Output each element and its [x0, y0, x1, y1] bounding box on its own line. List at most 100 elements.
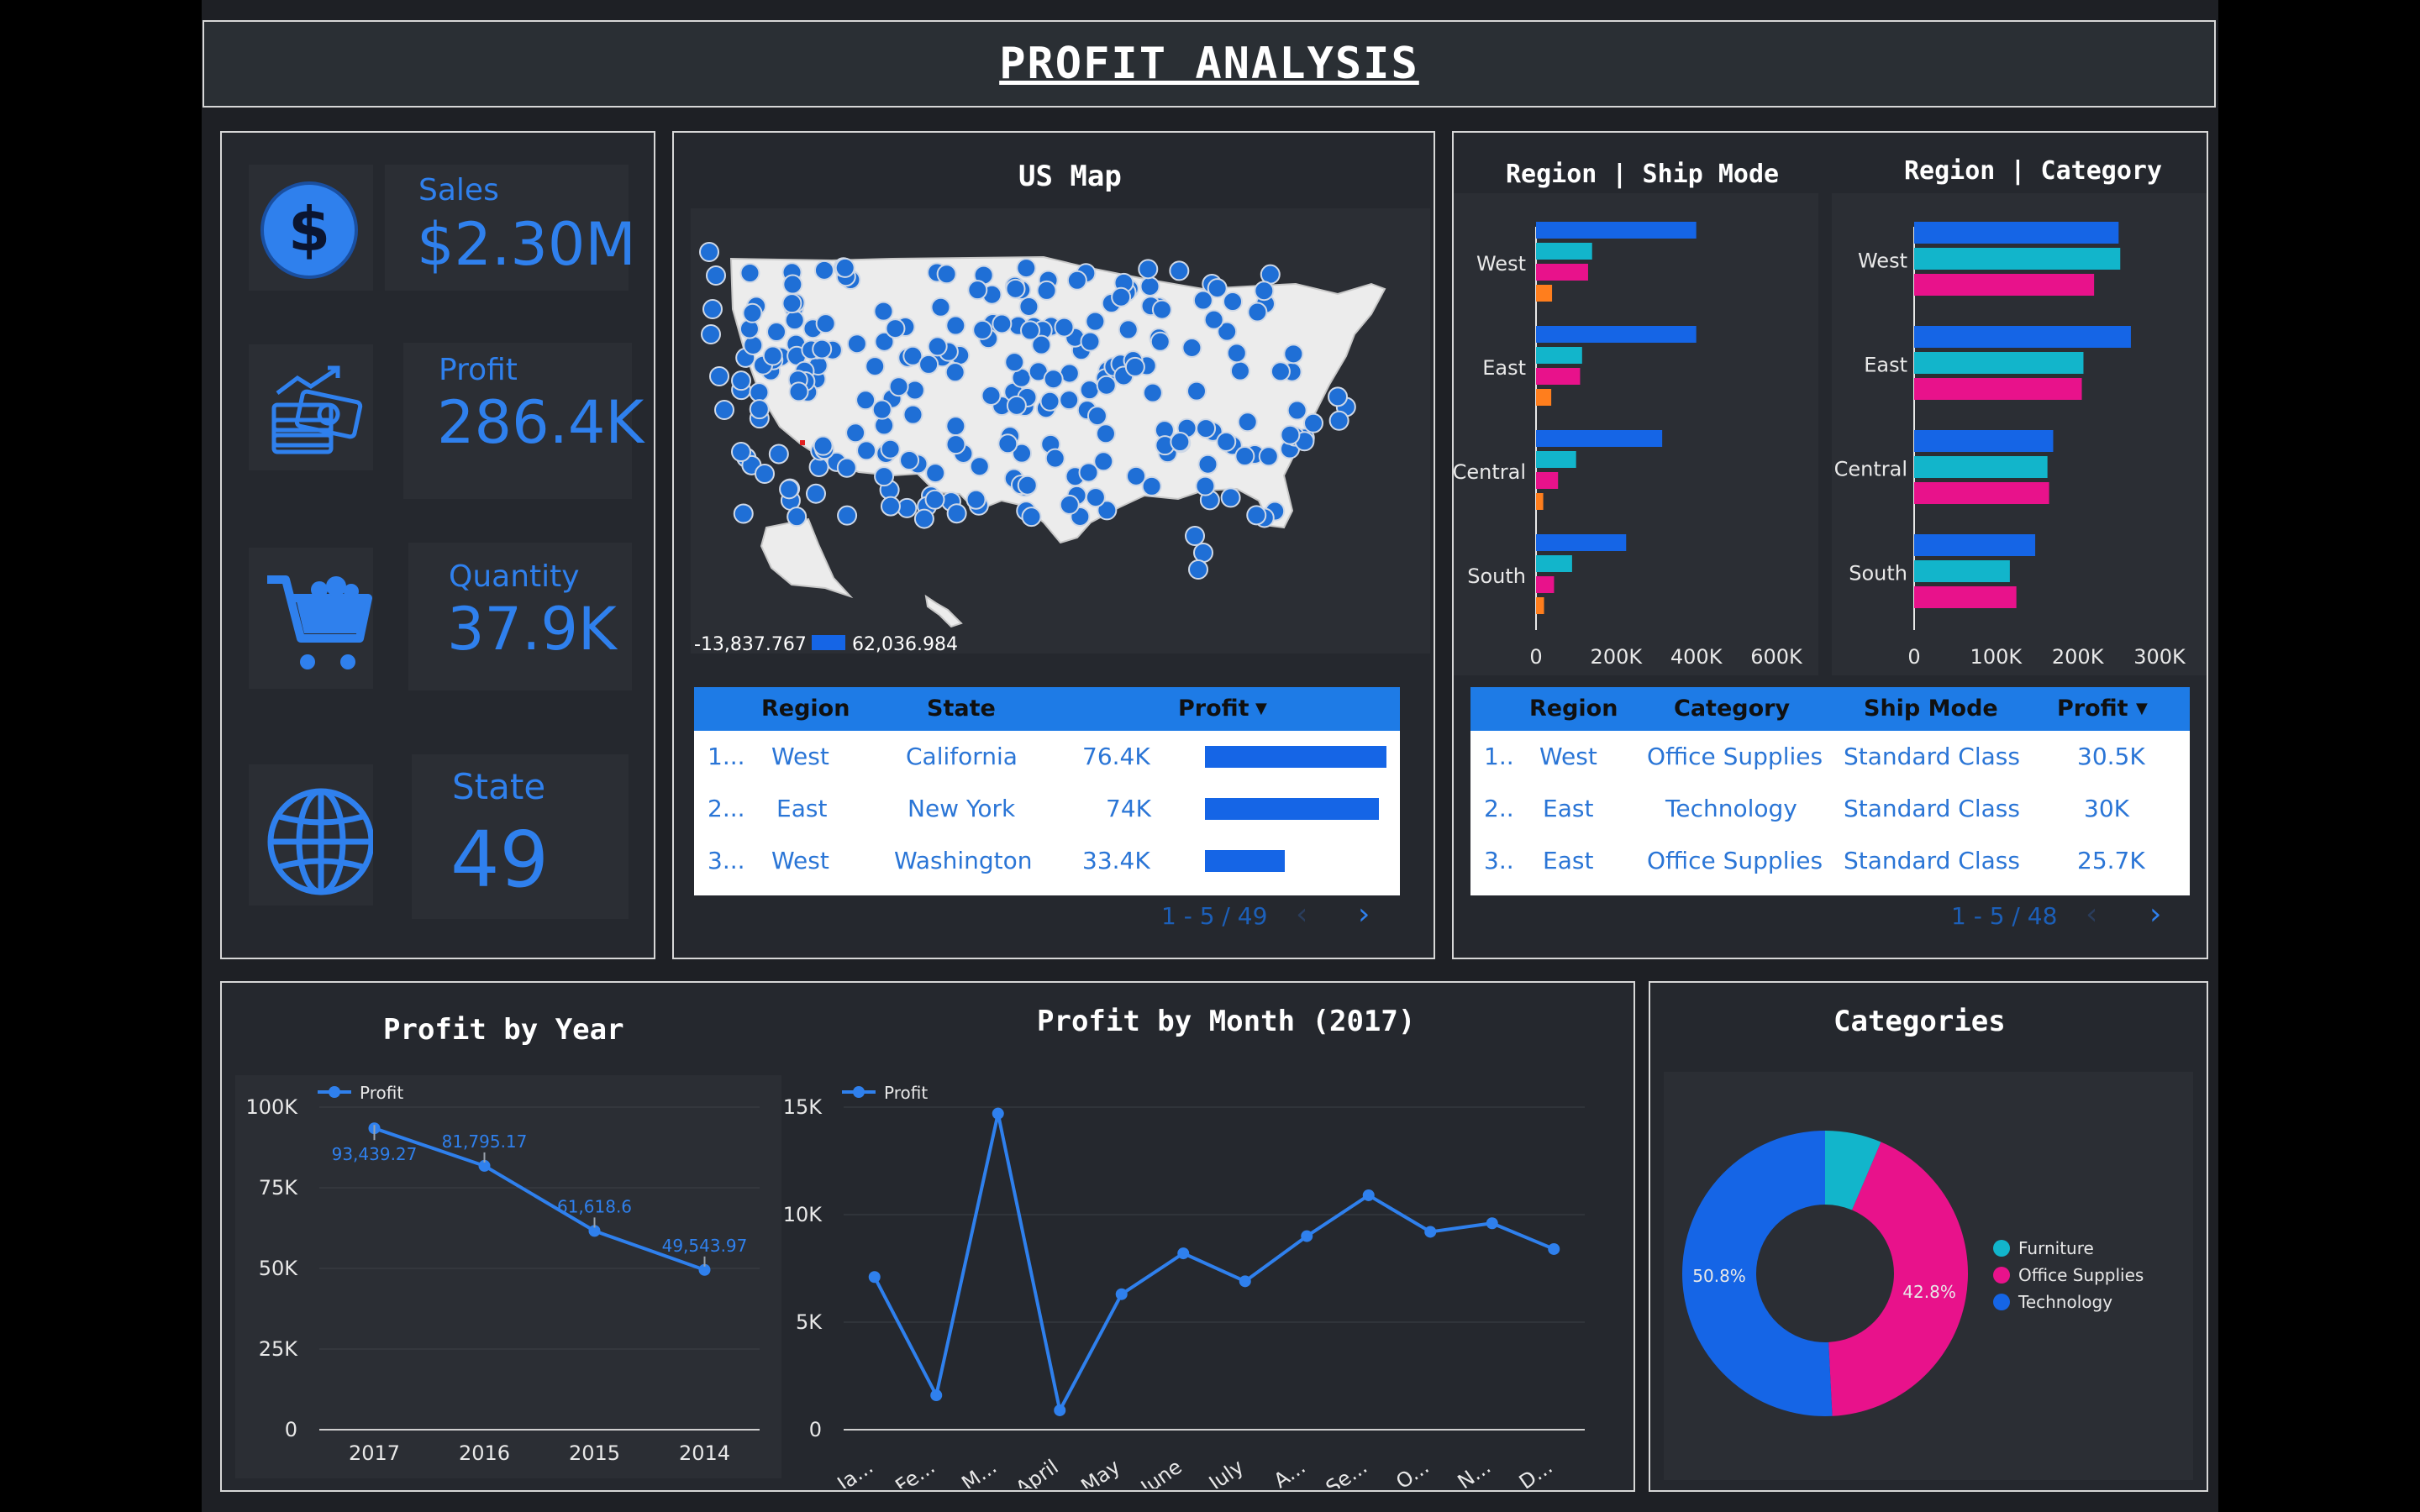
- data-point[interactable]: [1548, 1242, 1560, 1255]
- bar[interactable]: [1536, 347, 1582, 364]
- map-dot: [813, 260, 834, 281]
- map-dot: [1006, 395, 1027, 416]
- alaska-shape: [760, 517, 854, 599]
- prev-page-icon[interactable]: ‹: [2086, 897, 2098, 932]
- bar[interactable]: [1536, 534, 1627, 551]
- us-map[interactable]: -13,837.767 62,036.984: [691, 208, 1430, 655]
- bar[interactable]: [1536, 368, 1581, 385]
- bar[interactable]: [1536, 555, 1572, 572]
- bar[interactable]: [1536, 264, 1588, 281]
- map-dot: [846, 333, 867, 354]
- data-point[interactable]: [930, 1389, 943, 1402]
- data-point[interactable]: [1362, 1189, 1375, 1201]
- table-row[interactable]: 2.. East Technology Standard Class 30K: [1470, 783, 2190, 835]
- th-state[interactable]: State: [927, 696, 996, 722]
- map-dot: [731, 370, 752, 391]
- bar[interactable]: [1536, 285, 1553, 302]
- table-row[interactable]: 1.. West Office Supplies Standard Class …: [1470, 731, 2190, 783]
- profit-by-year-chart[interactable]: 0 25K 50K 75K 100K Profit 2017 93,439.27 2016 81,…: [235, 1068, 781, 1488]
- map-dot: [1039, 391, 1060, 412]
- map-dot: [944, 362, 965, 383]
- sort-desc-icon[interactable]: ▼: [1255, 700, 1267, 717]
- map-dot: [1270, 361, 1291, 382]
- x-tick-label: 2016: [459, 1441, 510, 1465]
- bar[interactable]: [1914, 248, 2121, 270]
- th-region[interactable]: Region: [1529, 696, 1618, 722]
- data-point[interactable]: [478, 1159, 491, 1172]
- bar[interactable]: [1914, 222, 2119, 244]
- donut-slice[interactable]: [1825, 1131, 1881, 1210]
- profit-by-month-title: Profit by Month (2017): [1037, 1005, 1416, 1038]
- region-shipmode-chart[interactable]: West East Central South 0 200K 400K 600K: [1454, 193, 1818, 675]
- data-point[interactable]: [992, 1107, 1004, 1120]
- data-point[interactable]: [1054, 1404, 1066, 1416]
- data-point[interactable]: [1115, 1288, 1128, 1300]
- us-map-drawing[interactable]: -13,837.767 62,036.984: [691, 208, 1430, 655]
- row-category: Office Supplies: [1647, 847, 1823, 874]
- bar[interactable]: [1914, 378, 2082, 400]
- bar[interactable]: [1914, 534, 2036, 556]
- donut-slice[interactable]: [1682, 1131, 1833, 1416]
- map-dot: [699, 242, 719, 262]
- bar[interactable]: [1536, 576, 1555, 593]
- data-point[interactable]: [1424, 1226, 1437, 1238]
- th-category[interactable]: Category: [1674, 696, 1791, 722]
- categories-donut-chart[interactable]: Furniture 42.8% Office Supplies 50.8% Techno…: [1664, 1072, 2193, 1480]
- bar[interactable]: [1914, 430, 2054, 452]
- data-point[interactable]: [1301, 1230, 1313, 1242]
- table-row[interactable]: 1... West California 76.4K: [694, 731, 1400, 783]
- bar[interactable]: [1914, 352, 2084, 374]
- profit-by-month-chart[interactable]: 0 5K 10K 15K Profit Ja... Fe... M... April May Jun…: [781, 1068, 1622, 1488]
- x-tick-label: May: [1076, 1455, 1124, 1488]
- bar[interactable]: [1536, 451, 1576, 468]
- map-legend-min: -13,837.767: [694, 634, 807, 654]
- bar[interactable]: [1536, 326, 1697, 343]
- next-page-icon[interactable]: ›: [1358, 897, 1370, 932]
- bar[interactable]: [1536, 472, 1559, 489]
- table-row[interactable]: 2... East New York 74K: [694, 783, 1400, 835]
- donut-slice[interactable]: [1828, 1142, 1968, 1416]
- sort-desc-icon[interactable]: ▼: [2136, 700, 2148, 717]
- map-dots: [699, 242, 1356, 580]
- th-profit[interactable]: Profit: [1178, 696, 1249, 722]
- map-dot: [1085, 487, 1106, 508]
- map-dot: [1188, 559, 1208, 580]
- data-point[interactable]: [698, 1263, 711, 1276]
- map-dot: [1018, 296, 1039, 317]
- map-dot: [992, 313, 1013, 334]
- row-index: 1..: [1484, 743, 1514, 770]
- table-row[interactable]: 3.. East Office Supplies Standard Class …: [1470, 835, 2190, 887]
- x-tick-label: A...: [1270, 1455, 1310, 1488]
- prev-page-icon[interactable]: ‹: [1296, 897, 1308, 932]
- data-point[interactable]: [1177, 1247, 1190, 1260]
- th-region[interactable]: Region: [761, 696, 850, 722]
- map-dot: [701, 324, 721, 344]
- kpi-state-box: [412, 754, 629, 919]
- data-point[interactable]: [1239, 1275, 1251, 1288]
- svg-text:$: $: [288, 194, 330, 265]
- bar[interactable]: [1914, 274, 2095, 296]
- table-row[interactable]: 3... West Washington 33.4K: [694, 835, 1400, 887]
- map-dot: [1079, 380, 1100, 401]
- bar[interactable]: [1536, 430, 1663, 447]
- map-dot: [845, 423, 866, 444]
- bar[interactable]: [1914, 482, 2049, 504]
- bar[interactable]: [1914, 326, 2131, 348]
- bar[interactable]: [1536, 389, 1552, 406]
- data-point[interactable]: [868, 1271, 881, 1284]
- bar[interactable]: [1914, 456, 2048, 478]
- bar[interactable]: [1536, 243, 1592, 260]
- bar[interactable]: [1914, 586, 2017, 608]
- x-tick-label: June: [1135, 1455, 1186, 1488]
- data-point[interactable]: [588, 1225, 601, 1237]
- bar[interactable]: [1536, 597, 1544, 614]
- bar[interactable]: [1536, 493, 1544, 510]
- th-ship-mode[interactable]: Ship Mode: [1864, 696, 1998, 722]
- bar[interactable]: [1914, 560, 2010, 582]
- bar[interactable]: [1536, 222, 1697, 239]
- data-point[interactable]: [1486, 1217, 1498, 1230]
- region-category-chart[interactable]: West East Central South 0 100K 200K 300K: [1832, 193, 2207, 675]
- th-profit[interactable]: Profit: [2057, 696, 2128, 722]
- next-page-icon[interactable]: ›: [2149, 897, 2162, 932]
- category-label: South: [1467, 564, 1526, 588]
